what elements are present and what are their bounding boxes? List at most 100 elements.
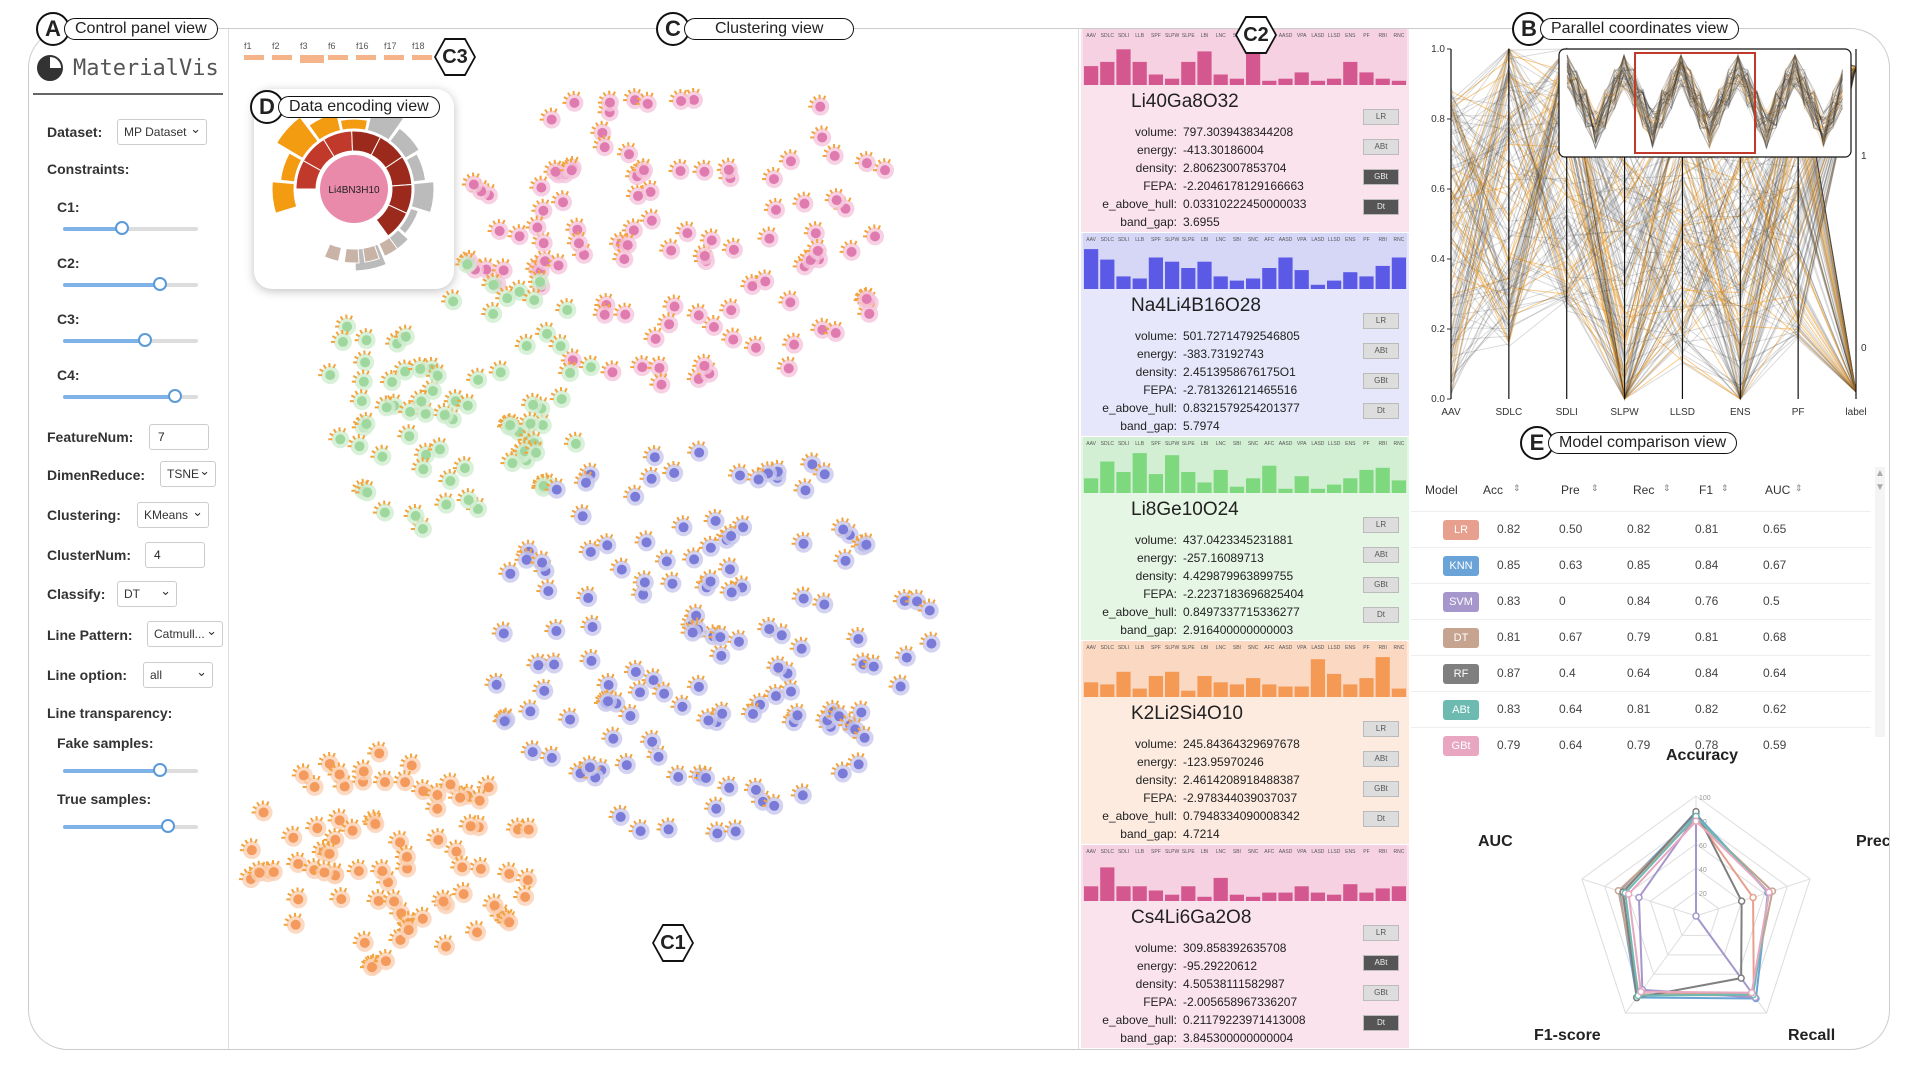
true-samples-slider[interactable] [63, 819, 198, 833]
sample-glyph[interactable] [766, 655, 788, 677]
sample-glyph[interactable] [481, 272, 503, 294]
sample-glyph[interactable] [559, 158, 581, 180]
sample-glyph[interactable] [539, 107, 561, 129]
sample-glyph[interactable] [609, 557, 631, 579]
clusternum-input[interactable]: 4 [145, 542, 205, 568]
sample-glyph[interactable] [854, 532, 876, 554]
sample-glyph[interactable] [529, 175, 551, 197]
sample-glyph[interactable] [370, 444, 392, 466]
sample-glyph[interactable] [251, 800, 273, 822]
sample-glyph[interactable] [846, 626, 868, 649]
column-header[interactable]: F1 [1699, 483, 1714, 497]
sample-glyph[interactable] [762, 793, 784, 815]
column-header[interactable]: AUC [1765, 483, 1791, 497]
sample-glyph[interactable] [639, 208, 661, 230]
sample-glyph[interactable] [465, 920, 487, 942]
sample-glyph[interactable] [694, 765, 716, 787]
model-badge[interactable]: Dt [1363, 403, 1399, 419]
sample-glyph[interactable] [597, 90, 619, 112]
sample-glyph[interactable] [312, 860, 334, 882]
sample-glyph[interactable] [352, 930, 374, 952]
model-badge[interactable]: LR [1363, 313, 1399, 329]
table-row[interactable]: DT 0.81 0.67 0.79 0.81 0.68 [1411, 619, 1871, 653]
sample-glyph[interactable] [399, 753, 421, 775]
sample-glyph[interactable] [776, 356, 798, 378]
sample-glyph[interactable] [374, 395, 396, 417]
sample-glyph[interactable] [808, 94, 830, 116]
sample-glyph[interactable] [709, 643, 731, 665]
sample-glyph[interactable] [548, 334, 570, 356]
model-badge[interactable]: Dt [1363, 811, 1399, 827]
sample-glyph[interactable] [615, 233, 637, 255]
sample-glyph[interactable] [830, 761, 852, 783]
model-badge[interactable]: LR [1363, 721, 1399, 737]
sample-glyph[interactable] [861, 654, 883, 676]
sample-glyph[interactable] [757, 617, 779, 639]
sample-glyph[interactable] [596, 689, 618, 711]
sample-glyph[interactable] [613, 302, 635, 324]
column-header[interactable]: Rec [1633, 483, 1655, 497]
sample-glyph[interactable] [410, 906, 432, 928]
sample-glyph[interactable] [723, 819, 745, 841]
sample-glyph[interactable] [659, 238, 681, 260]
sample-glyph[interactable] [335, 314, 357, 336]
sample-glyph[interactable] [852, 725, 874, 747]
sample-glyph[interactable] [740, 274, 762, 296]
model-badge[interactable]: LR [1363, 517, 1399, 533]
sample-glyph[interactable] [327, 762, 349, 784]
sample-glyph[interactable] [366, 888, 388, 910]
sample-glyph[interactable] [497, 861, 519, 883]
sample-glyph[interactable] [528, 269, 550, 291]
sample-glyph[interactable] [578, 355, 600, 377]
sample-glyph[interactable] [833, 548, 855, 570]
table-row[interactable]: SVM 0.83 0 0.84 0.76 0.5 [1411, 583, 1871, 617]
sample-glyph[interactable] [596, 672, 618, 694]
clustering-select[interactable]: KMeans [137, 502, 209, 528]
sample-glyph[interactable] [546, 253, 568, 275]
sample-glyph[interactable] [456, 487, 478, 510]
sample-glyph[interactable] [328, 427, 350, 449]
model-badge[interactable]: DT [1443, 628, 1479, 648]
sample-glyph[interactable] [351, 759, 373, 781]
sample-glyph[interactable] [535, 321, 557, 343]
sample-glyph[interactable] [408, 356, 430, 379]
sample-glyph[interactable] [580, 614, 602, 636]
sample-glyph[interactable] [708, 625, 730, 647]
sample-glyph[interactable] [354, 411, 376, 433]
sample-glyph[interactable] [618, 703, 640, 726]
sample-glyph[interactable] [757, 226, 779, 248]
sample-glyph[interactable] [438, 772, 460, 794]
model-badge[interactable]: Dt [1363, 607, 1399, 623]
sample-glyph[interactable] [354, 328, 376, 350]
lineoption-select[interactable]: all [143, 662, 213, 688]
sample-glyph[interactable] [396, 917, 418, 939]
sample-glyph[interactable] [525, 215, 547, 237]
sample-glyph[interactable] [692, 353, 714, 375]
sample-glyph[interactable] [544, 477, 566, 499]
model-badge[interactable]: ABt [1443, 700, 1479, 720]
sample-glyph[interactable] [716, 157, 738, 179]
sample-glyph[interactable] [671, 515, 693, 537]
model-badge[interactable]: LR [1443, 520, 1479, 540]
model-badge[interactable]: GBt [1363, 985, 1399, 1001]
slider-knob[interactable] [115, 221, 130, 235]
sample-glyph[interactable] [601, 726, 623, 748]
sample-glyph[interactable] [600, 360, 622, 382]
table-row[interactable]: ABt 0.83 0.64 0.81 0.82 0.62 [1411, 691, 1871, 725]
sample-glyph[interactable] [466, 367, 488, 389]
sample-glyph[interactable] [367, 741, 389, 763]
sample-glyph[interactable] [393, 770, 415, 792]
sample-glyph[interactable] [579, 648, 601, 670]
sample-glyph[interactable] [346, 859, 368, 881]
sample-glyph[interactable] [617, 142, 639, 164]
sample-glyph[interactable] [631, 158, 653, 180]
sample-glyph[interactable] [373, 770, 395, 792]
constraint-slider[interactable] [63, 333, 198, 347]
sample-glyph[interactable] [634, 530, 656, 552]
sample-glyph[interactable] [743, 335, 765, 357]
sample-glyph[interactable] [785, 703, 807, 725]
table-scrollbar[interactable]: ▲ ▼ [1875, 467, 1885, 737]
sample-glyph[interactable] [805, 238, 827, 260]
sample-glyph[interactable] [831, 517, 853, 539]
